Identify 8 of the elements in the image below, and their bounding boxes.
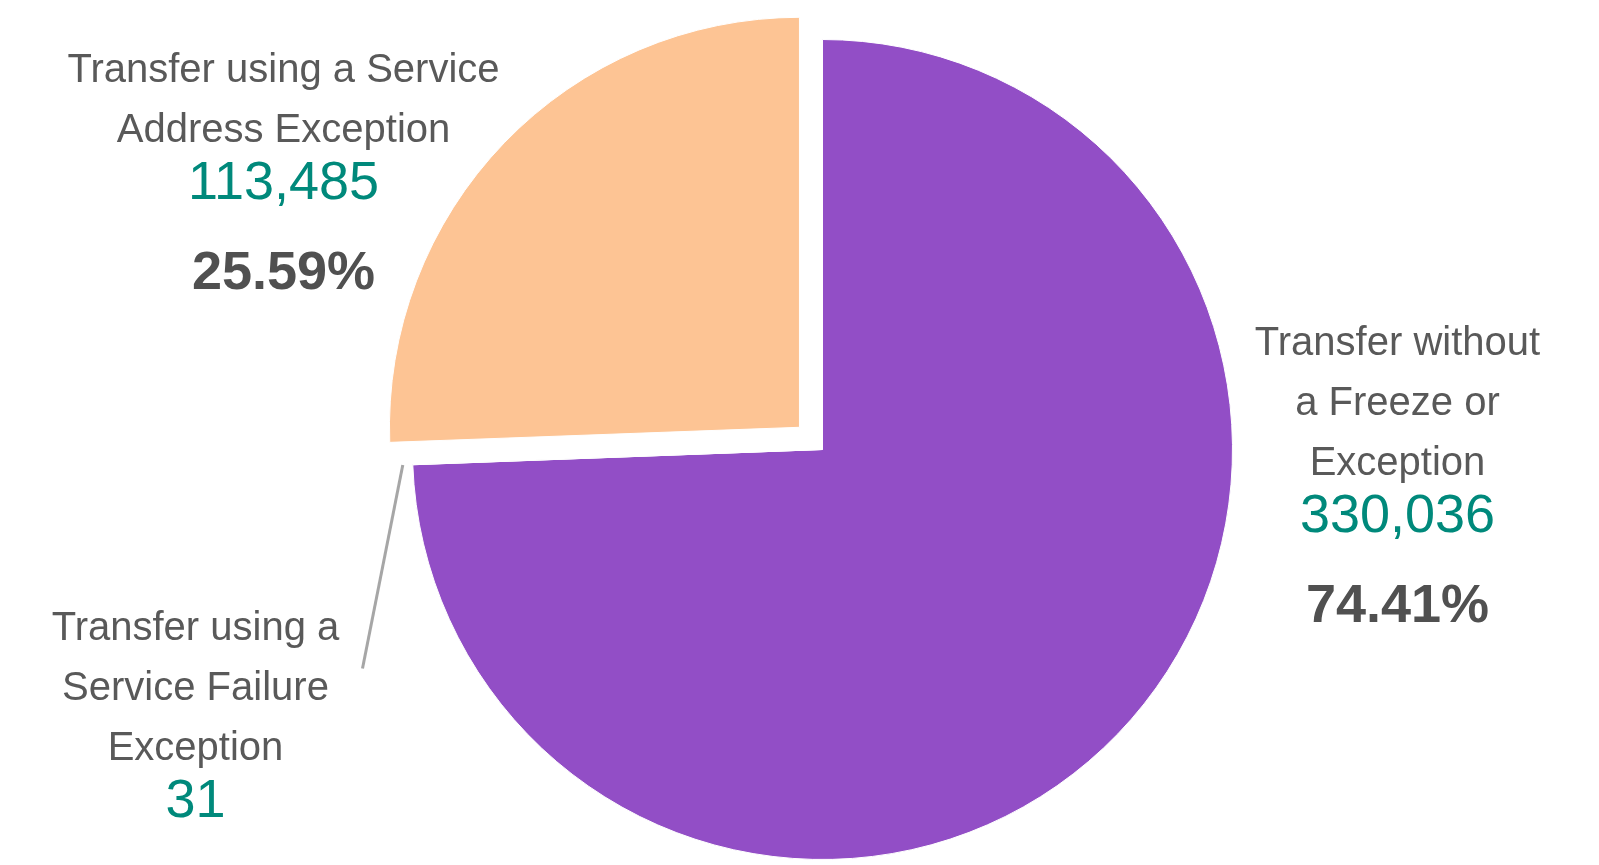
- slice-label: Transfer using a Service Address Exception: [67, 45, 500, 150]
- text: 25.59%: [191, 239, 376, 300]
- slice-label: Transfer without a Freeze or Exception: [1254, 318, 1541, 483]
- text: 74.41%: [1305, 572, 1490, 633]
- data-label: 330,036: [1299, 482, 1496, 543]
- data-label: 113,485: [187, 149, 380, 210]
- data-label: 31: [165, 767, 226, 828]
- slice-label: Transfer using a Service Failure Exception: [51, 603, 341, 768]
